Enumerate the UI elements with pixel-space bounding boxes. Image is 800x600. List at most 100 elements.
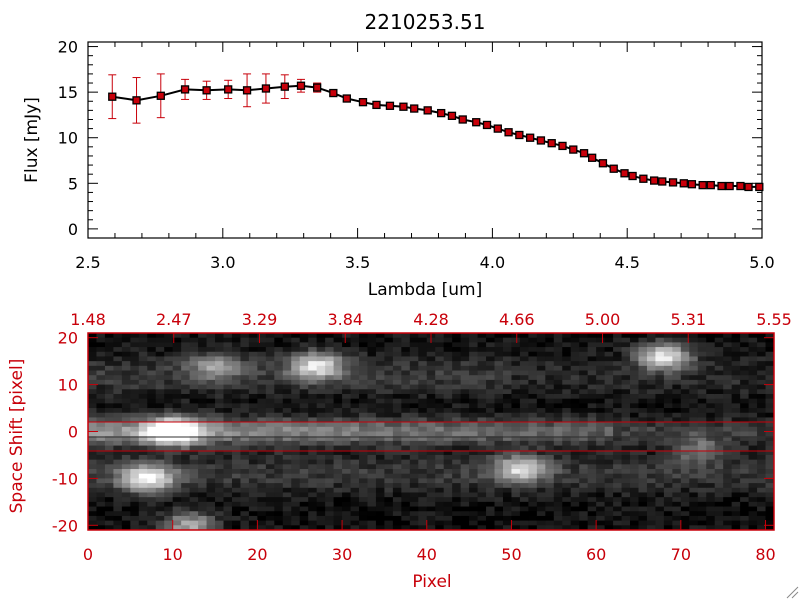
image-pixel — [706, 389, 716, 395]
image-pixel — [240, 436, 250, 442]
image-pixel — [367, 525, 377, 530]
image-pixel — [697, 356, 707, 362]
image-pixel — [757, 473, 767, 479]
image-pixel — [265, 351, 275, 358]
image-pixel — [655, 492, 665, 498]
image-pixel — [375, 398, 386, 404]
image-pixel — [215, 426, 225, 433]
image-pixel — [291, 454, 301, 461]
image-pixel — [359, 384, 369, 390]
image-pixel — [299, 351, 309, 358]
image-pixel — [189, 497, 199, 503]
image-pixel — [613, 384, 623, 390]
image-pixel — [409, 422, 419, 428]
image-pixel — [206, 436, 216, 442]
image-pixel — [697, 483, 707, 489]
image-pixel — [511, 389, 521, 395]
image-pixel — [299, 384, 309, 390]
image-pixel — [392, 478, 402, 484]
image-pixel — [299, 440, 309, 447]
image-pixel — [511, 478, 521, 484]
image-pixel — [325, 459, 335, 465]
image-pixel — [104, 487, 115, 494]
image-pixel — [604, 393, 614, 400]
image-pixel — [189, 469, 199, 475]
image-pixel — [113, 417, 123, 423]
image-pixel — [689, 431, 699, 437]
image-pixel — [638, 398, 648, 404]
image-pixel — [325, 417, 335, 423]
image-pixel — [426, 469, 436, 475]
image-pixel — [130, 478, 140, 484]
image-pixel — [494, 370, 504, 376]
image-pixel — [282, 473, 292, 479]
image-pixel — [316, 379, 326, 386]
image-pixel — [333, 501, 343, 508]
image-pixel — [350, 337, 360, 343]
image-pixel — [536, 426, 546, 433]
image-pixel — [316, 408, 326, 414]
image-pixel — [291, 403, 301, 409]
image-pixel — [138, 361, 148, 367]
image-pixel — [604, 379, 614, 386]
image-pixel — [655, 464, 665, 470]
image-pixel — [181, 422, 191, 428]
image-pixel — [342, 450, 352, 456]
image-pixel — [604, 398, 614, 404]
image-pixel — [723, 440, 733, 447]
image-pixel — [409, 520, 419, 526]
image-pixel — [579, 483, 589, 489]
image-pixel — [443, 347, 453, 353]
image-pixel — [359, 440, 369, 447]
image-pixel — [342, 497, 352, 503]
image-pixel — [113, 342, 123, 348]
image-pixel — [630, 342, 640, 348]
image-pixel — [113, 497, 123, 503]
image-pixel — [96, 375, 106, 381]
image-pixel — [765, 445, 774, 451]
image-pixel — [452, 356, 462, 362]
image-pixel — [333, 492, 343, 498]
image-pixel — [723, 473, 733, 479]
image-pixel — [265, 450, 275, 456]
image-pixel — [714, 361, 724, 367]
image-pixel — [562, 351, 572, 358]
image-pixel — [469, 478, 479, 484]
image-pixel — [215, 473, 225, 479]
image-pixel — [553, 333, 563, 339]
image-pixel — [536, 393, 546, 400]
image-pixel — [138, 347, 148, 353]
image-pixel — [113, 440, 123, 447]
image-pixel — [460, 417, 470, 423]
image-pixel — [443, 333, 453, 339]
image-pixel — [494, 473, 504, 479]
image-pixel — [274, 478, 284, 484]
image-pixel — [401, 487, 411, 494]
image-pixel — [189, 478, 199, 484]
image-pixel — [299, 492, 309, 498]
image-pixel — [392, 445, 402, 451]
image-pixel — [646, 379, 657, 386]
image-pixel — [375, 337, 386, 343]
image-pixel — [613, 426, 623, 433]
image-pixel — [130, 440, 140, 447]
image-pixel — [452, 511, 462, 517]
image-pixel — [469, 511, 479, 517]
image-pixel — [460, 398, 470, 404]
image-pixel — [469, 365, 479, 372]
image-pixel — [231, 454, 242, 461]
data-point — [687, 180, 697, 189]
resize-grip-icon[interactable] — [786, 586, 799, 599]
image-pixel — [392, 408, 402, 414]
image-pixel — [121, 511, 131, 517]
image-pixel — [469, 412, 479, 419]
image-pixel — [553, 379, 563, 386]
image-pixel — [384, 511, 394, 517]
image-pixel — [88, 417, 98, 423]
image-pixel — [486, 426, 496, 433]
image-pixel — [570, 333, 580, 339]
image-pixel — [392, 412, 402, 419]
image-pixel — [316, 440, 326, 447]
image-pixel — [333, 445, 343, 451]
image-pixel — [418, 483, 428, 489]
